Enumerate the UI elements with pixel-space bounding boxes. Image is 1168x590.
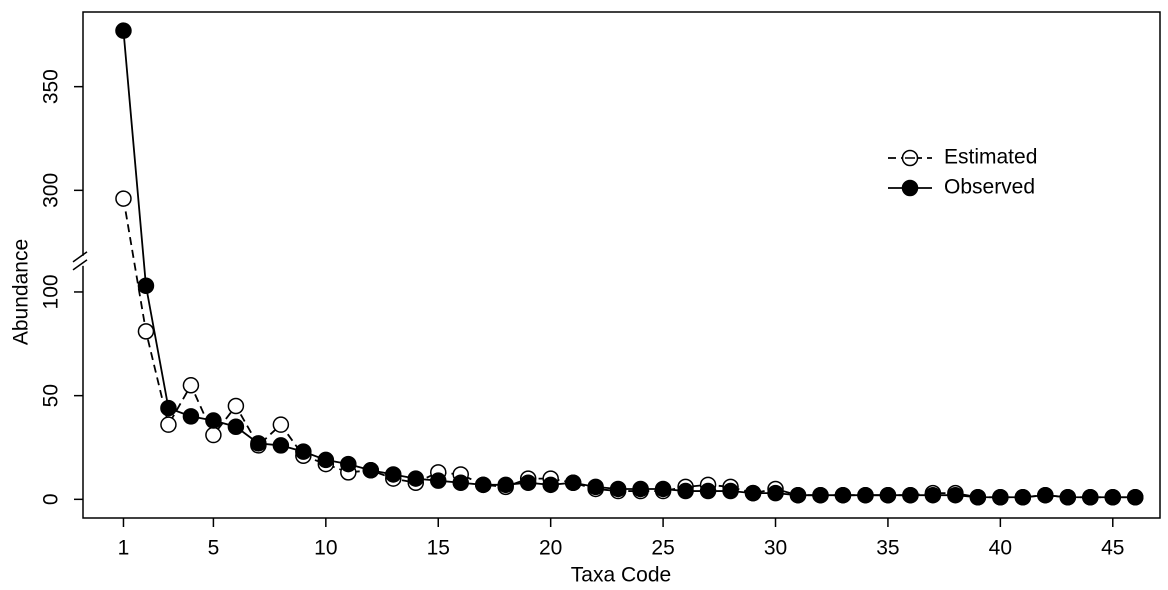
x-tick-label: 15 bbox=[427, 537, 450, 560]
data-point bbox=[115, 22, 132, 39]
data-point bbox=[272, 437, 290, 454]
data-point bbox=[182, 408, 200, 425]
x-tick-label: 20 bbox=[539, 537, 562, 560]
data-point bbox=[744, 484, 762, 502]
data-point bbox=[227, 418, 245, 436]
data-point bbox=[317, 451, 335, 469]
series-line bbox=[122, 198, 1136, 499]
data-point bbox=[115, 190, 132, 207]
data-point bbox=[160, 416, 177, 433]
legend-label: Estimated bbox=[944, 146, 1037, 169]
data-point bbox=[474, 476, 492, 494]
y-axis-label: Abundance bbox=[10, 239, 33, 345]
axis-break bbox=[72, 251, 88, 263]
axis-break-gap bbox=[80, 255, 86, 266]
data-point bbox=[519, 474, 537, 491]
data-point bbox=[969, 489, 987, 506]
data-point bbox=[340, 455, 357, 473]
data-point bbox=[879, 486, 897, 504]
data-point bbox=[160, 399, 177, 417]
y-tick-label: 350 bbox=[40, 69, 63, 104]
x-tick-label: 25 bbox=[651, 537, 674, 560]
data-point bbox=[654, 480, 672, 498]
data-point bbox=[789, 486, 807, 504]
data-point bbox=[272, 416, 290, 433]
data-point bbox=[407, 470, 425, 487]
y-tick-label: 300 bbox=[40, 173, 63, 208]
x-tick-label: 10 bbox=[314, 537, 337, 560]
data-point bbox=[722, 482, 739, 500]
data-point bbox=[1037, 486, 1054, 504]
data-point bbox=[1014, 489, 1032, 506]
data-point bbox=[137, 277, 155, 294]
data-point bbox=[182, 377, 200, 394]
data-point bbox=[677, 482, 694, 500]
legend-label: Observed bbox=[944, 176, 1035, 199]
data-point bbox=[430, 472, 447, 489]
data-point bbox=[137, 323, 155, 340]
plot-frame bbox=[82, 11, 1161, 519]
data-point bbox=[924, 486, 942, 504]
data-point bbox=[834, 486, 852, 504]
y-tick-label: 100 bbox=[40, 274, 63, 309]
data-point bbox=[1059, 489, 1077, 506]
x-tick-label: 1 bbox=[118, 537, 130, 560]
data-point bbox=[699, 482, 717, 500]
x-tick-label: 45 bbox=[1101, 537, 1124, 560]
data-point bbox=[452, 474, 469, 491]
x-axis-label: Taxa Code bbox=[571, 564, 671, 587]
data-point bbox=[227, 397, 245, 415]
legend-marker bbox=[901, 179, 919, 197]
data-point bbox=[542, 476, 559, 494]
data-point bbox=[902, 486, 919, 504]
data-point bbox=[812, 486, 829, 504]
x-tick-label: 30 bbox=[764, 537, 787, 560]
data-point bbox=[1127, 489, 1144, 506]
data-point bbox=[205, 426, 222, 444]
data-point bbox=[1082, 489, 1099, 506]
data-point bbox=[767, 484, 784, 502]
data-point bbox=[947, 486, 964, 504]
data-point bbox=[609, 480, 627, 498]
data-point bbox=[362, 462, 380, 479]
data-point bbox=[205, 412, 222, 429]
y-tick-label: 0 bbox=[40, 493, 63, 505]
data-point bbox=[385, 466, 402, 483]
data-point bbox=[587, 478, 604, 496]
y-tick-label: 50 bbox=[40, 384, 63, 407]
x-tick-label: 40 bbox=[989, 537, 1012, 560]
data-point bbox=[632, 480, 649, 498]
series-line bbox=[122, 30, 1136, 499]
data-point bbox=[564, 474, 582, 491]
data-point bbox=[295, 443, 312, 460]
x-tick-label: 35 bbox=[876, 537, 899, 560]
data-point bbox=[992, 489, 1009, 506]
x-tick-label: 5 bbox=[208, 537, 220, 560]
data-point bbox=[1104, 489, 1122, 506]
data-point bbox=[250, 435, 267, 452]
axis-break bbox=[72, 259, 88, 271]
data-point bbox=[857, 486, 874, 504]
data-point bbox=[497, 476, 514, 494]
